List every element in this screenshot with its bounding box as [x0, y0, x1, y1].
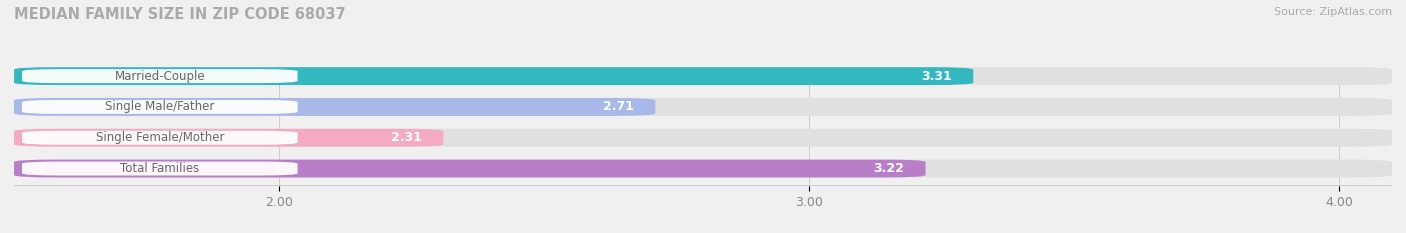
- Text: Total Families: Total Families: [120, 162, 200, 175]
- Text: Married-Couple: Married-Couple: [114, 70, 205, 83]
- FancyBboxPatch shape: [14, 129, 1392, 147]
- FancyBboxPatch shape: [14, 98, 655, 116]
- FancyBboxPatch shape: [14, 160, 925, 178]
- FancyBboxPatch shape: [14, 67, 1392, 85]
- FancyBboxPatch shape: [14, 67, 973, 85]
- Text: Single Female/Mother: Single Female/Mother: [96, 131, 224, 144]
- FancyBboxPatch shape: [22, 161, 298, 175]
- Text: MEDIAN FAMILY SIZE IN ZIP CODE 68037: MEDIAN FAMILY SIZE IN ZIP CODE 68037: [14, 7, 346, 22]
- FancyBboxPatch shape: [14, 98, 1392, 116]
- Text: 3.31: 3.31: [921, 70, 952, 83]
- FancyBboxPatch shape: [22, 131, 298, 145]
- FancyBboxPatch shape: [22, 100, 298, 114]
- Text: Source: ZipAtlas.com: Source: ZipAtlas.com: [1274, 7, 1392, 17]
- FancyBboxPatch shape: [22, 69, 298, 83]
- FancyBboxPatch shape: [14, 160, 1392, 178]
- Text: Single Male/Father: Single Male/Father: [105, 100, 215, 113]
- FancyBboxPatch shape: [14, 129, 443, 147]
- Text: 2.71: 2.71: [603, 100, 634, 113]
- Text: 3.22: 3.22: [873, 162, 904, 175]
- Text: 2.31: 2.31: [391, 131, 422, 144]
